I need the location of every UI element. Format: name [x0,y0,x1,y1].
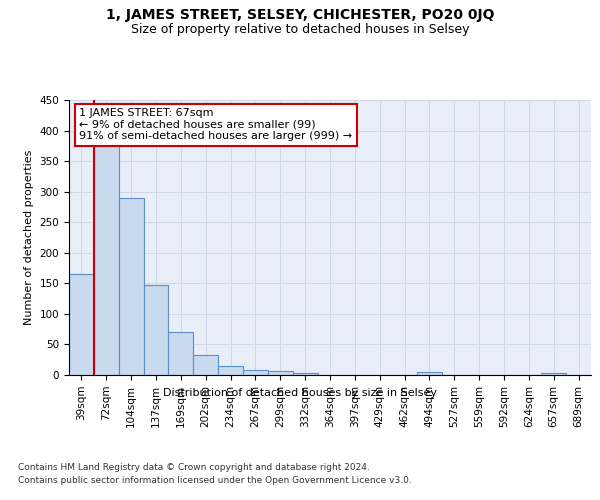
Bar [293,372,317,375]
Text: 1 JAMES STREET: 67sqm
← 9% of detached houses are smaller (99)
91% of semi-detac: 1 JAMES STREET: 67sqm ← 9% of detached h… [79,108,353,142]
Bar [417,372,442,375]
Bar [243,370,268,375]
Text: Contains HM Land Registry data © Crown copyright and database right 2024.: Contains HM Land Registry data © Crown c… [18,462,370,471]
Y-axis label: Number of detached properties: Number of detached properties [24,150,34,325]
Bar [143,285,169,375]
Bar [169,332,193,375]
Bar [268,372,293,375]
Bar [69,274,94,375]
Text: Size of property relative to detached houses in Selsey: Size of property relative to detached ho… [131,22,469,36]
Bar [119,198,143,375]
Bar [541,372,566,375]
Bar [94,146,119,375]
Bar [218,366,243,375]
Text: Contains public sector information licensed under the Open Government Licence v3: Contains public sector information licen… [18,476,412,485]
Text: 1, JAMES STREET, SELSEY, CHICHESTER, PO20 0JQ: 1, JAMES STREET, SELSEY, CHICHESTER, PO2… [106,8,494,22]
Text: Distribution of detached houses by size in Selsey: Distribution of detached houses by size … [163,388,437,398]
Bar [193,355,218,375]
